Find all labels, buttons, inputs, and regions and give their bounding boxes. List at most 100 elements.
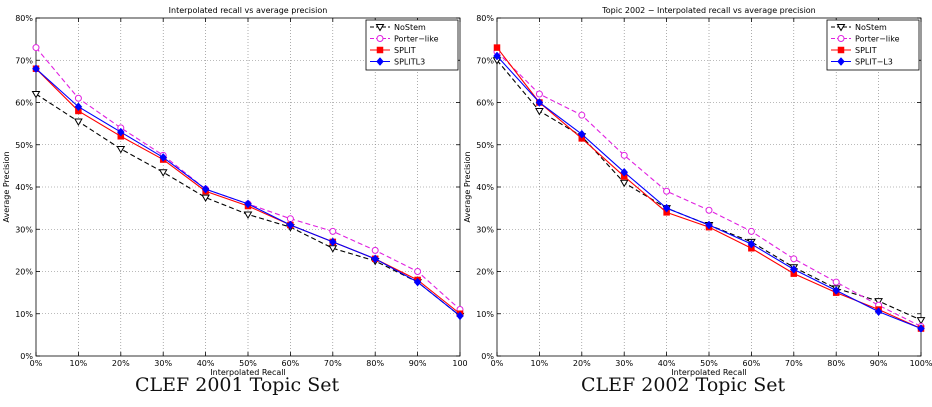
y-tick-label: 50% [476,141,494,150]
legend: NoStem Porter−like SPLIT SPLIT−L3 [826,19,920,71]
x-tick-label: 20% [573,359,591,368]
y-tick-label: 30% [476,225,494,234]
data-point [116,127,125,137]
legend-marker [836,24,846,32]
data-point [201,194,210,203]
x-tick-label: 0% [491,359,504,368]
data-point [493,44,501,51]
x-axis-label: Interpolated Recall [210,368,285,377]
legend-label: SPLITL3 [394,58,425,67]
data-point [286,220,295,230]
data-point [535,98,544,107]
data-point [619,179,629,188]
legend-marker [376,57,384,66]
x-tick-label: 70% [785,359,803,368]
x-tick-label: 60% [282,359,300,368]
data-point [917,324,925,333]
legend-label: SPLIT [855,46,877,55]
y-axis-label: Average Precision [463,151,472,222]
y-tick-label: 10% [15,310,33,319]
y-tick-label: 0% [20,352,33,361]
x-tick-label: 10% [70,359,88,368]
series-1 [492,57,926,325]
x-tick-label: 40% [658,359,676,368]
chart-panel-2: 0% 10% 20% 30% 40% 50% 60% 70% 80% 90% 100% 0% 10% 20… [463,6,932,377]
data-point [747,227,755,235]
data-point [243,211,253,219]
series-2 [493,48,925,330]
x-tick-label: 60% [743,359,761,368]
data-point [916,317,926,325]
x-tick-label: 30% [154,359,172,368]
data-point [31,91,41,99]
data-point [535,90,543,98]
data-point [74,102,83,112]
data-point [32,44,40,52]
y-tick-label: 30% [15,225,33,234]
x-tick-label: 40% [197,359,215,368]
data-point [158,169,168,177]
data-point [620,167,629,177]
y-tick-label: 80% [15,14,33,23]
legend-label: SPLIT [394,46,416,55]
series-line [496,47,922,330]
x-tick-label: 70% [324,359,342,368]
legend: NoStem Porter−like SPLIT SPLITL3 [365,19,459,71]
legend-marker [837,57,845,66]
data-point [493,51,501,61]
data-point [244,199,252,209]
legend-marker [376,35,384,42]
data-point [371,246,379,254]
chart-title: Interpolated recall vs average precision [169,6,328,15]
y-tick-label: 20% [476,268,494,277]
y-tick-label: 70% [15,56,33,65]
legend-marker [837,35,845,42]
data-point [663,187,671,195]
data-point [832,278,840,286]
legend-label: Porter−like [855,35,900,44]
data-point [578,111,586,119]
x-tick-label: 80% [366,359,384,368]
legend-marker [837,46,845,54]
data-point [832,286,841,295]
x-tick-label: 90% [870,359,888,368]
x-tick-label: 50% [239,359,257,368]
caption-left: CLEF 2001 Topic Set [135,374,340,396]
data-point [789,265,798,274]
data-point [159,153,168,162]
y-tick-label: 40% [15,183,33,192]
y-tick-label: 60% [15,99,33,108]
x-tick-label: 100 [452,359,467,368]
y-tick-label: 20% [15,268,33,277]
y-tick-label: 80% [476,14,494,23]
data-point [620,151,628,159]
legend-marker [375,24,385,32]
x-tick-label: 30% [615,359,633,368]
x-tick-label: 0% [30,359,43,368]
y-axis-label: Average Precision [2,151,11,222]
data-point [328,237,337,247]
data-point [874,307,883,317]
x-tick-label: 20% [112,359,130,368]
series-4 [32,64,464,321]
caption-right: CLEF 2002 Topic Set [581,374,786,396]
data-point [74,118,83,127]
data-point [413,277,422,287]
y-tick-label: 0% [481,352,494,361]
data-point [705,220,713,230]
data-point [535,107,544,116]
data-point [414,268,422,275]
data-point [456,311,464,321]
y-tick-label: 60% [476,99,494,108]
legend-marker [376,46,384,54]
data-point [201,184,210,194]
data-point [577,129,586,139]
x-tick-label: 50% [700,359,718,368]
x-tick-label: 10% [531,359,549,368]
data-point [371,254,380,264]
data-point [705,206,713,214]
x-axis-label: Interpolated Recall [671,368,746,377]
y-tick-label: 50% [15,141,33,150]
y-tick-label: 40% [476,183,494,192]
